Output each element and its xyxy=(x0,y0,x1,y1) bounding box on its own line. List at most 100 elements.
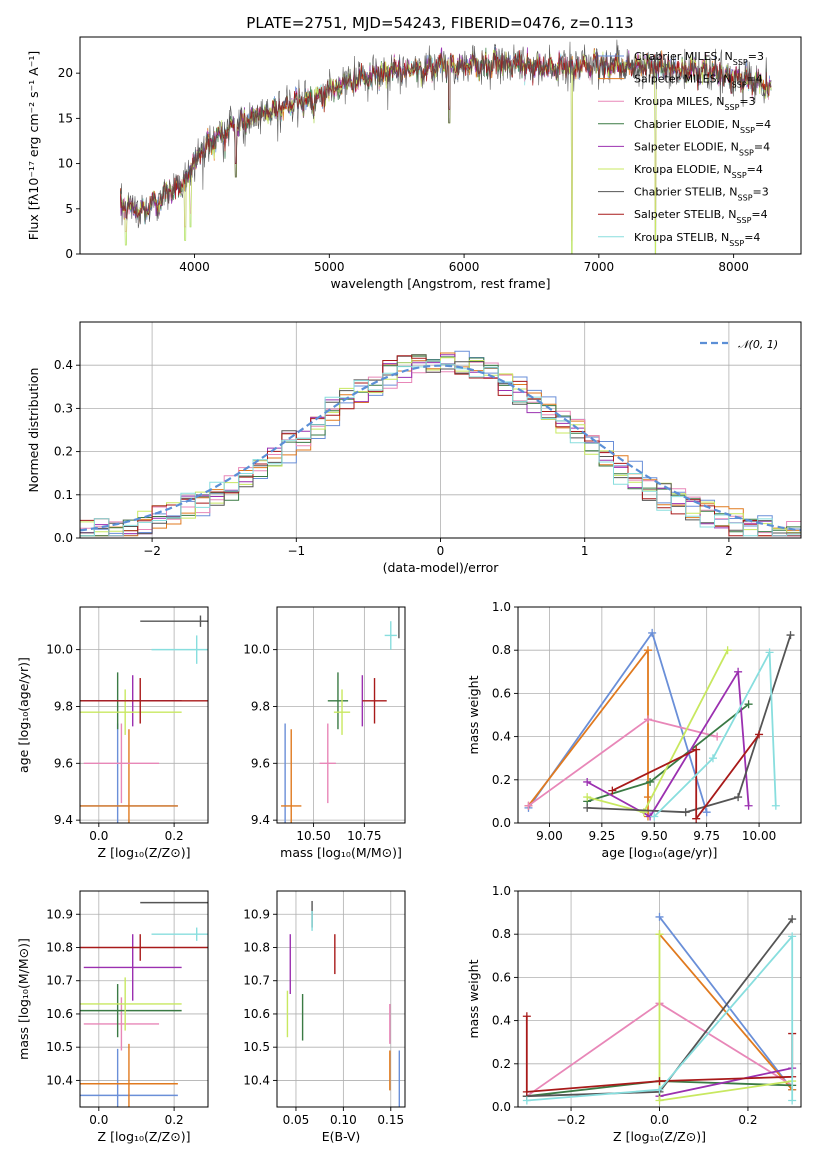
y-tick-label: 0.2 xyxy=(54,445,73,459)
errorbar-chabrier-miles xyxy=(80,1048,178,1107)
legend-suffix: =4 xyxy=(747,73,763,86)
y-tick-label: 0.2 xyxy=(492,1057,511,1071)
weight-marker xyxy=(788,1096,797,1105)
y-tick-label: 10.5 xyxy=(243,1040,270,1054)
x-tick-label: −0.2 xyxy=(556,1113,585,1127)
weight-marker xyxy=(648,628,657,637)
weight-marker xyxy=(655,1096,664,1105)
x-tick-label: 2 xyxy=(725,544,733,558)
weight-marker xyxy=(788,932,797,941)
weight-marker xyxy=(692,814,701,823)
legend-suffix: =3 xyxy=(753,186,769,199)
x-axis-label: wavelength [Angstrom, rest frame] xyxy=(330,276,550,291)
y-tick-label: 10.0 xyxy=(243,643,270,657)
weight-marker xyxy=(708,754,717,763)
y-tick-label: 0.4 xyxy=(492,1014,511,1028)
y-axis-label: mass weight xyxy=(466,959,481,1038)
y-tick-label: 0.8 xyxy=(492,643,511,657)
x-tick-label: 9.00 xyxy=(536,829,563,843)
y-axis-label: mass [log₁₀(M/M⊙)] xyxy=(16,938,31,1060)
x-tick-label: 4000 xyxy=(179,260,210,274)
y-tick-label: 0.4 xyxy=(54,358,73,372)
axes-frame xyxy=(79,890,209,1108)
weight-marker xyxy=(522,1012,531,1021)
weight-marker xyxy=(744,801,753,810)
legend-sub: SSP xyxy=(738,193,753,202)
plot-area xyxy=(286,900,401,1107)
y-tick-label: 0.3 xyxy=(54,401,73,415)
weight-line-kroupa-stelib xyxy=(653,651,777,818)
legend-name: Kroupa ELODIE, N xyxy=(634,163,732,176)
y-tick-label: 0.8 xyxy=(492,927,511,941)
x-tick-label: 0.0 xyxy=(89,829,108,843)
x-tick-label: 0.2 xyxy=(165,1113,184,1127)
y-tick-label: 1.0 xyxy=(492,884,511,898)
x-tick-label: 0.2 xyxy=(738,1113,757,1127)
y-axis-label: age [log₁₀(age/yr)] xyxy=(16,657,31,773)
x-axis-label: (data-model)/error xyxy=(383,560,500,575)
x-tick-label: 10.50 xyxy=(296,829,330,843)
x-tick-label: 9.75 xyxy=(693,829,720,843)
plot-area xyxy=(80,615,208,823)
weight-marker xyxy=(524,801,533,810)
y-tick-label: 0.0 xyxy=(492,1100,511,1114)
weight-marker xyxy=(655,1085,664,1094)
weight-marker xyxy=(786,631,795,640)
weight-line-salpeter-elodie xyxy=(659,1067,793,1098)
axes-frame xyxy=(79,36,802,255)
weight-marker xyxy=(655,930,664,939)
legend-name: Chabrier MILES, N xyxy=(634,50,733,63)
y-tick-label: 5 xyxy=(65,202,73,216)
weight-line-kroupa-miles xyxy=(527,718,718,807)
x-tick-label: 0.05 xyxy=(283,1113,310,1127)
weight-line-kroupa-stelib xyxy=(526,935,794,1102)
legend-suffix: =3 xyxy=(748,50,764,63)
plot-area xyxy=(80,901,208,1107)
y-tick-label: 10.7 xyxy=(46,974,73,988)
y-tick-label: 20 xyxy=(58,66,73,80)
age-vs-metallicity-panel: 0.0 0.2 9.4 9.6 9.8 10.0 Z [log₁₀(Z/Z⊙)] age [l… xyxy=(16,606,209,860)
y-tick-label: 9.8 xyxy=(251,699,270,713)
errorbar-kroupa-elodie xyxy=(333,689,351,735)
legend-name: Chabrier STELIB, N xyxy=(634,186,738,199)
errorbar-salpeter-stelib xyxy=(80,934,208,961)
errorbar-kroupa-stelib xyxy=(384,621,397,650)
axes-frame xyxy=(517,606,802,824)
axes-frame xyxy=(517,890,802,1108)
x-tick-label: 0 xyxy=(437,544,445,558)
errorbar-salpeter-stelib xyxy=(362,678,387,724)
x-tick-label: 7000 xyxy=(584,260,615,274)
legend-suffix: =4 xyxy=(747,163,763,176)
y-tick-label: 10.4 xyxy=(243,1073,270,1087)
y-tick-label: 10.5 xyxy=(46,1040,73,1054)
weight-marker xyxy=(643,646,652,655)
legend-sub: SSP xyxy=(736,216,751,225)
errorbar-chabrier-stelib xyxy=(140,615,208,627)
legend-sub: SSP xyxy=(724,103,739,112)
x-tick-label: 8000 xyxy=(718,260,749,274)
weight-vs-metallicity-panel: −0.2 0.0 0.2 0.0 0.2 0.4 0.6 0.8 1.0 Z [log₁₀(Z/Z… xyxy=(466,884,802,1144)
legend-sub: SSP xyxy=(732,171,747,180)
legend-suffix: =4 xyxy=(744,231,760,244)
residuals-panel: −2 −1 0 1 2 0.0 0.1 0.2 0.3 0.4 (data-model)/error… xyxy=(26,321,802,575)
weight-marker xyxy=(713,732,722,741)
weight-marker xyxy=(583,793,592,802)
x-tick-label: 0.10 xyxy=(330,1113,357,1127)
weight-marker xyxy=(583,803,592,812)
age-vs-mass-panel: 10.50 10.75 9.4 9.6 9.8 10.0 mass [log₁₀(M/M⊙)… xyxy=(243,606,406,860)
plot-area xyxy=(120,39,772,254)
y-tick-label: 10.6 xyxy=(243,1007,270,1021)
y-tick-label: 0.2 xyxy=(492,773,511,787)
weight-marker xyxy=(744,700,753,709)
spectrum-line-chabrier-stelib xyxy=(120,39,772,229)
weight-line-salpeter-miles xyxy=(527,649,649,817)
legend-entry: Kroupa ELODIE, NSSP=4 xyxy=(634,163,763,180)
legend-sub: SSP xyxy=(729,238,744,247)
legend-name: Kroupa STELIB, N xyxy=(634,231,729,244)
legend-suffix: =4 xyxy=(754,140,770,153)
weight-line-chabrier-miles xyxy=(658,916,793,1091)
chart-title: PLATE=2751, MJD=54243, FIBERID=0476, z=0… xyxy=(246,14,633,32)
x-tick-label: 9.50 xyxy=(641,829,668,843)
plot-area xyxy=(281,607,400,823)
